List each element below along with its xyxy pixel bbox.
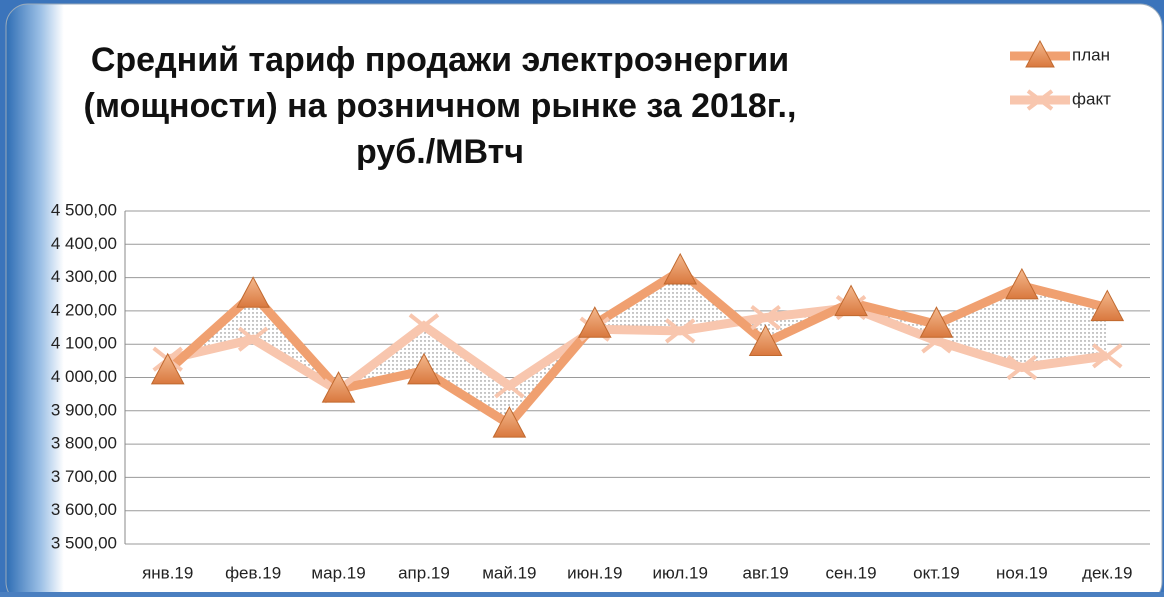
x-tick-label: апр.19	[398, 563, 450, 582]
x-tick-label: июл.19	[652, 563, 707, 582]
marker-triangle	[1090, 289, 1125, 322]
x-tick-label: сен.19	[826, 563, 877, 582]
y-tick-label: 4 200,00	[51, 300, 117, 319]
legend-label: план	[1072, 45, 1110, 64]
marker-triangle	[236, 276, 270, 308]
y-tick-label: 4 400,00	[51, 234, 117, 253]
y-tick-label: 4 300,00	[51, 267, 117, 286]
x-tick-label: фев.19	[225, 563, 281, 582]
title: Средний тариф продажи электроэнергии (мощ…	[84, 41, 797, 171]
marker-triangle	[663, 252, 698, 285]
chart-title: Средний тариф продажи электроэнергии	[91, 41, 789, 79]
y-tick-label: 3 600,00	[51, 500, 117, 519]
y-tick-label: 3 700,00	[51, 467, 117, 486]
marker-triangle	[407, 352, 441, 385]
x-tick-label: янв.19	[142, 563, 193, 582]
x-tick-label: окт.19	[913, 563, 960, 582]
chart-title: (мощности) на розничном рынке за 2018г.,	[84, 87, 797, 125]
marker-triangle	[919, 306, 954, 338]
marker-x	[494, 373, 525, 399]
marker-triangle	[748, 324, 783, 357]
y-tick-label: 4 100,00	[51, 334, 117, 353]
x-tick-label: июн.19	[567, 563, 622, 582]
legend-marker	[1026, 89, 1054, 111]
x-tick-label: дек.19	[1082, 563, 1132, 582]
marker-x	[1092, 343, 1123, 369]
marker-triangle	[834, 284, 868, 317]
panel	[5, 3, 1163, 597]
y-tick-label: 4 500,00	[51, 200, 117, 219]
marker-triangle	[150, 352, 185, 385]
marker-triangle	[321, 371, 356, 403]
marker-x	[408, 313, 440, 339]
marker-x	[1006, 354, 1038, 381]
y-tick-label: 4 000,00	[51, 367, 117, 386]
series-line	[166, 302, 1108, 397]
series-line	[164, 265, 1109, 430]
y-tick-label: 3 900,00	[51, 400, 117, 419]
legend-marker	[1025, 39, 1055, 68]
marker-triangle	[1005, 267, 1039, 300]
x-tick-label: мар.19	[311, 563, 365, 582]
marker-x	[237, 326, 269, 352]
chart-title: руб./МВтч	[356, 133, 524, 171]
x-tick-label: ноя.19	[996, 563, 1048, 582]
y-tick-label: 3 800,00	[51, 434, 117, 453]
x-tick-label: май.19	[482, 563, 536, 582]
legend-label: факт	[1072, 89, 1111, 108]
marker-triangle	[492, 406, 527, 438]
marker-triangle	[577, 306, 612, 338]
marker-x	[664, 318, 696, 344]
y-tick-label: 3 500,00	[51, 533, 117, 552]
x-tick-label: авг.19	[743, 563, 789, 582]
marker-x	[750, 304, 781, 331]
